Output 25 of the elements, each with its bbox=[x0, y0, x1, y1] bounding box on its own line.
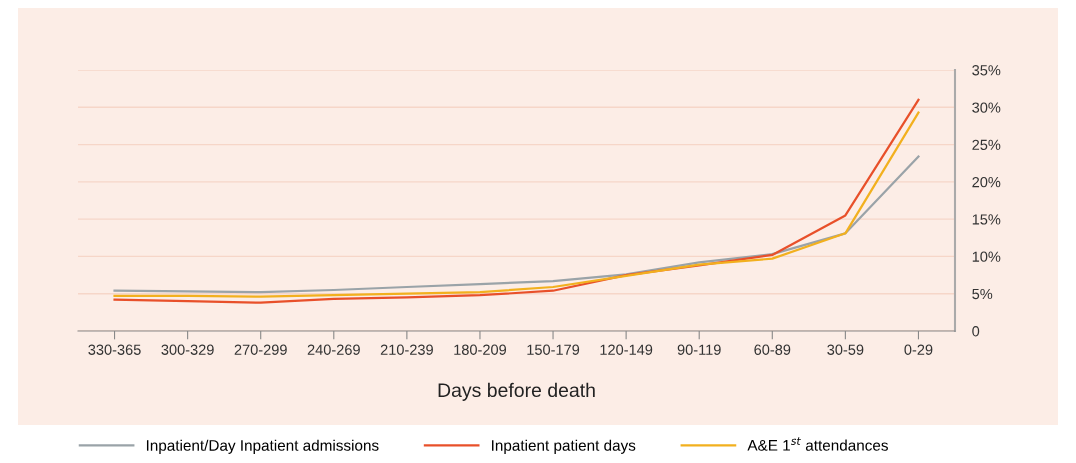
x-tick-label: 330-365 bbox=[88, 344, 141, 355]
x-tick-label: 0-29 bbox=[904, 344, 933, 355]
y-tick-label: 30% bbox=[972, 102, 1001, 113]
legend-label: Inpatient patient days bbox=[492, 439, 636, 454]
x-tick-label: 30-59 bbox=[827, 344, 864, 355]
x-tick-label: 120-149 bbox=[600, 344, 653, 355]
y-tick-label: 20% bbox=[972, 176, 1001, 188]
legend-label: Inpatient/Day Inpatient admissions bbox=[146, 439, 379, 454]
y-tick-label: 35% bbox=[972, 65, 1001, 76]
x-tick-label: 60-89 bbox=[754, 344, 791, 355]
y-tick-label: 0 bbox=[972, 326, 980, 337]
x-tick-label: 300-329 bbox=[161, 344, 214, 355]
x-tick-label: 90-119 bbox=[677, 344, 721, 355]
y-tick-label: 10% bbox=[972, 251, 1001, 262]
y-tick-label: 5% bbox=[972, 288, 993, 300]
legend-label: A&E 1$^{st}$ attendances bbox=[747, 437, 888, 451]
x-tick-label: 240-269 bbox=[307, 344, 360, 355]
x-axis-title: Days before death bbox=[438, 382, 595, 401]
x-tick-label: 180-209 bbox=[454, 344, 507, 355]
line-series bbox=[113, 155, 920, 294]
y-tick-label: 25% bbox=[972, 139, 1001, 150]
x-tick-label: 270-299 bbox=[234, 344, 287, 355]
y-tick-label: 15% bbox=[972, 214, 1001, 225]
x-tick-label: 150-179 bbox=[527, 344, 580, 355]
x-tick-label: 210-239 bbox=[380, 344, 433, 355]
